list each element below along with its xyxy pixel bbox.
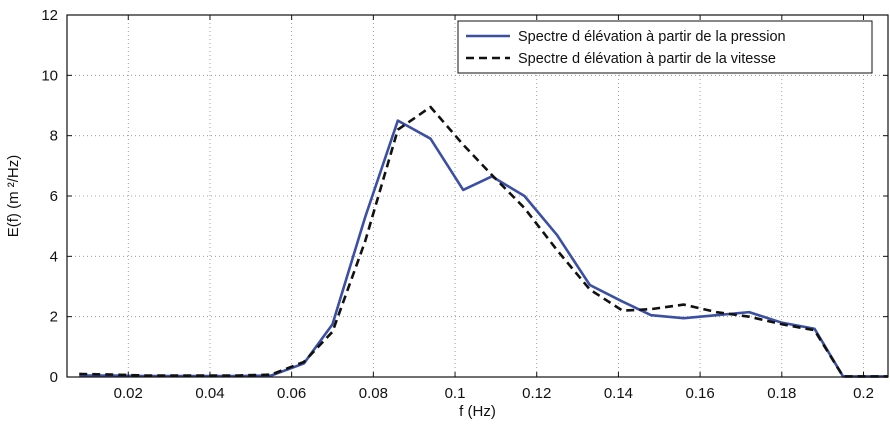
x-tick-label: 0.14 <box>604 385 633 402</box>
y-tick-label: 10 <box>41 67 58 84</box>
x-tick-label: 0.18 <box>767 385 796 402</box>
x-tick-label: 0.02 <box>114 385 143 402</box>
x-tick-label: 0.16 <box>686 385 715 402</box>
x-tick-label: 0.04 <box>195 385 224 402</box>
y-tick-label: 12 <box>41 7 58 24</box>
legend-box <box>457 20 873 74</box>
x-tick-label: 0.2 <box>853 385 874 402</box>
grid <box>67 15 888 377</box>
y-tick-label: 4 <box>50 248 58 265</box>
y-tick-label: 0 <box>50 369 58 386</box>
x-tick-label: 0.06 <box>277 385 306 402</box>
x-tick-label: 0.12 <box>522 385 551 402</box>
series-line-pressure <box>79 119 888 378</box>
y-tick-label: 2 <box>50 309 58 326</box>
series-lines <box>79 105 888 378</box>
x-tick-label: 0.08 <box>359 385 388 402</box>
y-tick-label: 6 <box>50 188 58 205</box>
y-axis-label: E(f) (m ²/Hz) <box>5 155 22 237</box>
series-line-velocity <box>79 105 888 378</box>
x-tick-label: 0.1 <box>445 385 466 402</box>
legend: Spectre d élévation à partir de la press… <box>457 20 873 74</box>
legend-entry-velocity: Spectre d élévation à partir de la vites… <box>518 51 776 67</box>
legend-entry-pressure: Spectre d élévation à partir de la press… <box>518 29 786 45</box>
y-tick-label: 8 <box>50 128 58 145</box>
x-axis-label: f (Hz) <box>459 403 496 420</box>
axis-ticks: 0.02 0.04 0.06 0.08 0.1 0.12 0.14 0.16 0.18 0.2 0 2… <box>41 7 888 402</box>
